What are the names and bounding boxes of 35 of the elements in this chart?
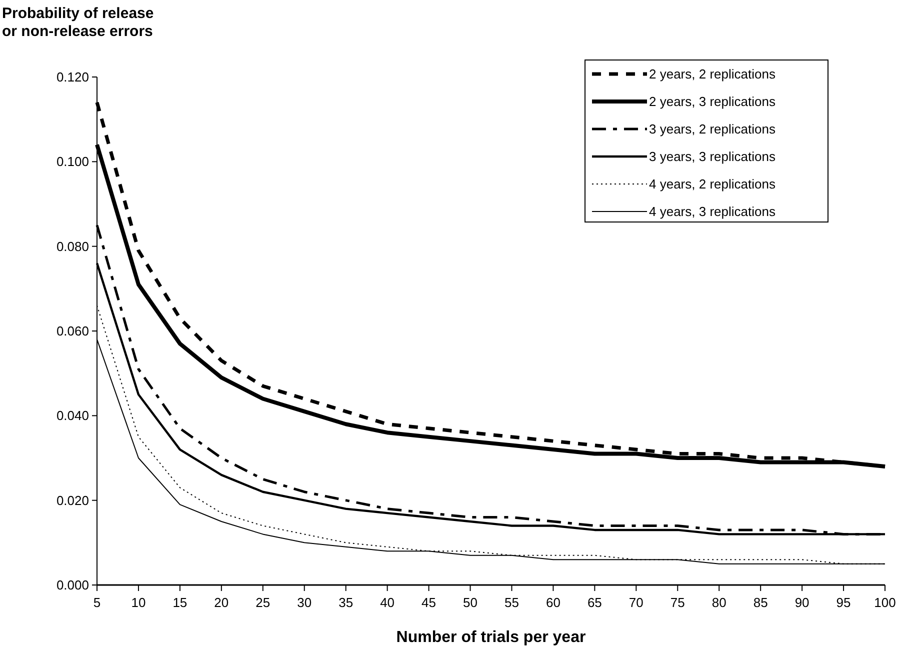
legend-label: 2 years, 2 replications xyxy=(649,66,776,82)
y-tick-label: 0.080 xyxy=(56,238,89,254)
x-tick-label: 55 xyxy=(504,595,519,610)
legend-label: 4 years, 3 replications xyxy=(649,204,776,220)
y-tick-label: 0.100 xyxy=(56,154,89,170)
x-tick-label: 90 xyxy=(794,595,810,610)
y-tick-label: 0.000 xyxy=(56,578,89,593)
x-tick-label: 100 xyxy=(874,595,896,610)
x-tick-label: 10 xyxy=(131,595,146,610)
x-tick-label: 35 xyxy=(338,595,354,610)
y-tick-label: 0.020 xyxy=(56,492,89,508)
legend-label: 4 years, 2 replications xyxy=(649,176,776,192)
x-tick-label: 80 xyxy=(712,595,726,610)
x-tick-label: 95 xyxy=(836,595,851,610)
y-tick-label: 0.120 xyxy=(56,70,89,85)
y-axis-title: Probability of release or non-release errors xyxy=(2,5,154,40)
x-tick-label: 20 xyxy=(214,595,229,610)
x-tick-label: 75 xyxy=(670,595,685,610)
x-tick-label: 65 xyxy=(587,595,602,610)
y-tick-label: 0.060 xyxy=(56,324,89,339)
x-tick-label: 60 xyxy=(546,595,560,610)
x-tick-label: 15 xyxy=(172,595,188,610)
legend-label: 3 years, 3 replications xyxy=(649,149,776,164)
x-tick-label: 25 xyxy=(256,595,270,610)
legend-label: 3 years, 2 replications xyxy=(649,122,776,137)
x-tick-label: 40 xyxy=(380,595,395,610)
legend-label: 2 years, 3 replications xyxy=(649,94,776,110)
x-tick-label: 30 xyxy=(297,595,312,610)
x-tick-label: 50 xyxy=(463,595,478,610)
x-tick-label: 45 xyxy=(422,595,436,610)
x-tick-label: 85 xyxy=(753,595,768,610)
x-tick-label: 70 xyxy=(628,595,644,610)
y-tick-label: 0.040 xyxy=(56,408,89,424)
x-axis-title: Number of trials per year xyxy=(396,629,586,646)
x-tick-label: 5 xyxy=(93,595,101,610)
